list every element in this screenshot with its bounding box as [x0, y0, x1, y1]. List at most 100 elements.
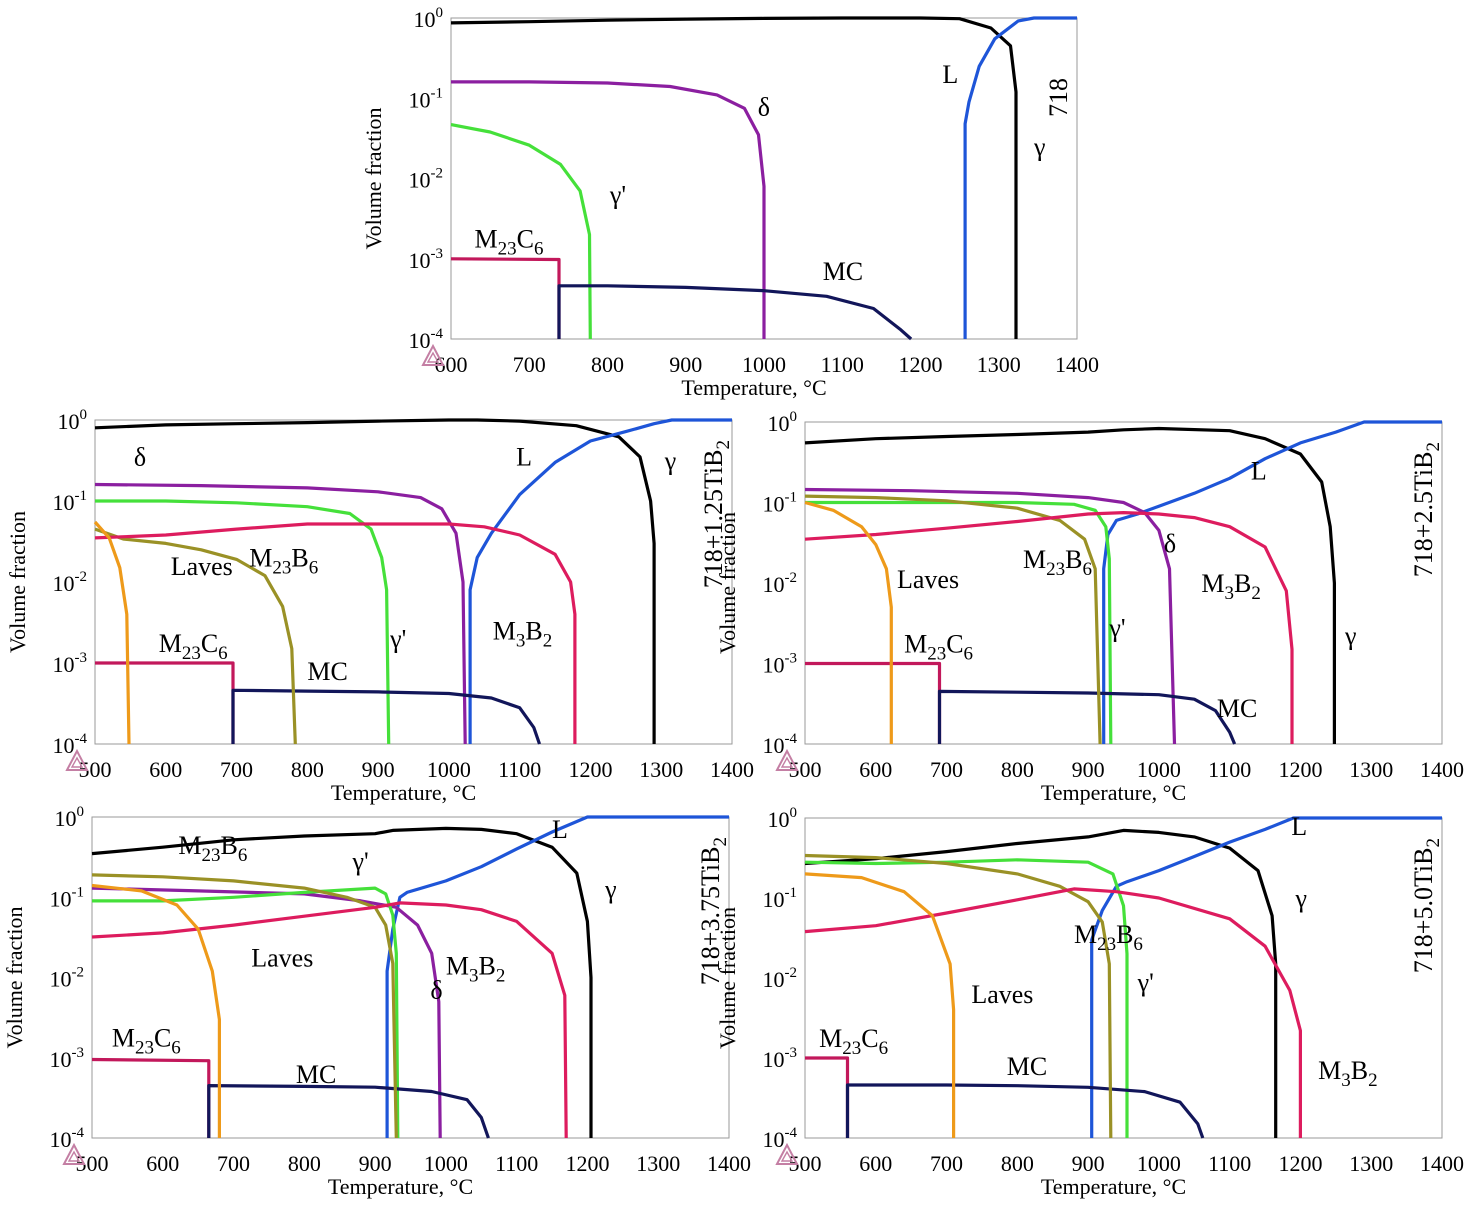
x-axis-label: Temperature, °C [681, 375, 826, 400]
series-label-delta: δ [134, 442, 146, 471]
series-line-gamma_prime [804, 858, 1129, 1138]
x-tick-label: 800 [1001, 757, 1034, 782]
y-tick-label: 10-3 [53, 650, 88, 677]
series-line-M23C6 [805, 1056, 850, 1138]
y-axis-label: Volume fraction [2, 907, 27, 1049]
series-label-gamma: γ [1344, 621, 1357, 650]
x-tick-label: 800 [291, 757, 324, 782]
series-label-M23C6: M23C6 [904, 629, 973, 664]
y-tick-label: 10-1 [409, 85, 444, 112]
y-tick-label: 100 [414, 5, 444, 32]
series-label-M3B2: M3B2 [493, 617, 552, 652]
series-label-M23B6: M23B6 [178, 831, 247, 866]
series-line-Laves [93, 520, 131, 745]
series-group [804, 816, 1442, 1139]
series-label-M23B6: M23B6 [249, 544, 318, 579]
series-label-M23C6: M23C6 [819, 1024, 888, 1059]
x-tick-label: 1000 [424, 1151, 468, 1176]
series-line-MC [231, 688, 542, 745]
x-tick-label: 1100 [498, 757, 541, 782]
series-line-gamma_prime [95, 499, 391, 745]
x-axis-label: Temperature, °C [1041, 1174, 1186, 1199]
y-tick-label: 10-3 [409, 246, 444, 273]
x-tick-label: 1300 [977, 352, 1021, 377]
x-tick-label: 700 [220, 757, 253, 782]
series-group [804, 420, 1442, 745]
series-line-M3B2 [91, 901, 568, 1139]
x-tick-label: 1200 [899, 352, 943, 377]
series-line-M3B2 [94, 522, 577, 744]
series-line-Laves [804, 872, 956, 1138]
x-tick-label: 1400 [1420, 1151, 1464, 1176]
y-tick-label: 10-2 [53, 569, 88, 596]
series-line-M23C6 [95, 661, 235, 744]
series-line-delta [804, 487, 1177, 745]
y-tick-label: 100 [58, 407, 88, 434]
series-label-M3B2: M3B2 [1201, 569, 1260, 604]
series-line-L [468, 418, 732, 744]
series-group [91, 815, 729, 1139]
x-axis-label: Temperature, °C [1041, 780, 1186, 805]
x-tick-label: 1100 [1208, 757, 1251, 782]
x-tick-label: 1200 [1278, 1151, 1322, 1176]
series-line-gamma_prime [450, 123, 592, 340]
x-tick-label: 1000 [427, 757, 471, 782]
series-label-MC: MC [296, 1060, 336, 1089]
triangle-logo-icon [775, 748, 799, 771]
series-label-M23B6: M23B6 [1074, 920, 1143, 955]
series-label-gamma_prime: γ' [609, 181, 626, 210]
x-tick-label: 1200 [565, 1151, 609, 1176]
y-tick-label: 10-3 [763, 651, 798, 678]
series-label-gamma: γ [1033, 132, 1046, 161]
series-label-gamma_prime: γ' [1137, 968, 1154, 997]
y-tick-label: 100 [768, 805, 798, 832]
y-tick-label: 10-3 [50, 1045, 85, 1072]
series-label-M23C6: M23C6 [112, 1024, 181, 1059]
series-line-gamma_prime [92, 886, 400, 1139]
series-label-L: L [942, 60, 958, 89]
series-line-gamma [94, 418, 656, 744]
series-label-L: L [516, 442, 532, 471]
series-line-L [385, 815, 729, 1138]
chart-title: 718+2.5TiB2 [1409, 442, 1444, 577]
chart-title: 718+3.75TiB2 [696, 837, 731, 985]
series-line-M23B6 [804, 494, 1102, 745]
y-tick-label: 10-2 [409, 166, 444, 193]
series-label-delta: δ [1164, 529, 1176, 558]
y-tick-label: 10-1 [763, 885, 798, 912]
y-tick-label: 10-2 [50, 965, 85, 992]
x-tick-label: 600 [859, 1151, 892, 1176]
x-tick-label: 800 [1001, 1151, 1034, 1176]
series-label-L: L [1291, 812, 1307, 841]
series-line-gamma [91, 826, 593, 1138]
series-label-Laves: Laves [251, 943, 313, 972]
x-tick-label: 800 [288, 1151, 321, 1176]
series-label-MC: MC [823, 257, 863, 286]
series-label-M23C6: M23C6 [474, 225, 543, 260]
series-label-gamma: γ [604, 875, 617, 904]
y-axis-label: Volume fraction [5, 511, 30, 653]
series-line-delta [451, 80, 766, 339]
x-tick-label: 700 [930, 1151, 963, 1176]
series-label-gamma_prime: γ' [389, 625, 406, 654]
series-label-gamma_prime: γ' [1108, 613, 1125, 642]
x-tick-label: 1400 [1055, 352, 1099, 377]
series-label-MC: MC [1007, 1052, 1047, 1081]
y-tick-label: 100 [768, 409, 798, 436]
y-tick-label: 10-1 [50, 884, 85, 911]
series-line-gamma [804, 426, 1336, 744]
x-tick-label: 600 [146, 1151, 179, 1176]
plot-frame [804, 817, 1443, 1139]
x-tick-label: 1400 [707, 1151, 751, 1176]
x-tick-label: 1200 [1278, 757, 1322, 782]
x-tick-label: 600 [859, 757, 892, 782]
y-tick-label: 10-1 [53, 488, 88, 515]
series-line-M23C6 [450, 257, 561, 339]
series-line-M3B2 [804, 887, 1302, 1138]
series-label-MC: MC [1217, 694, 1257, 723]
series-label-delta: δ [758, 92, 770, 121]
